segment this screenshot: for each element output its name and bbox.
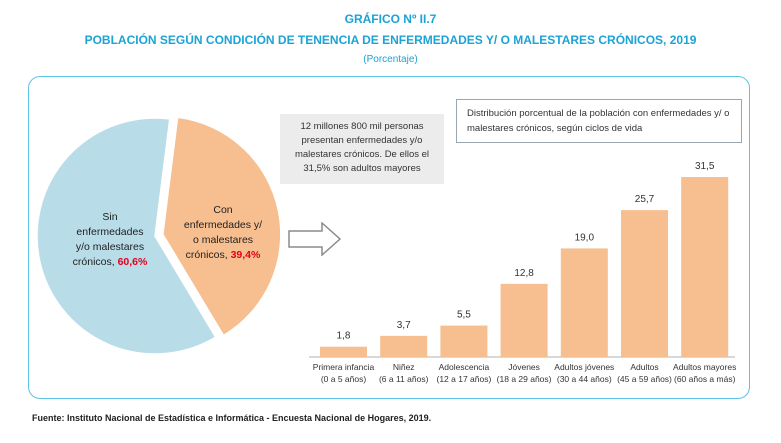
chart-title: POBLACIÓN SEGÚN CONDICIÓN DE TENENCIA DE… bbox=[84, 33, 697, 47]
pie-label-text: crónicos, bbox=[185, 249, 231, 261]
pie-slice-with-group bbox=[162, 116, 282, 337]
bar-value-label: 1,8 bbox=[337, 331, 351, 342]
summary-note: 12 millones 800 mil personas presentan e… bbox=[280, 114, 444, 184]
pie-label-line: crónicos, 60,6% bbox=[50, 255, 170, 270]
pie-label-line: enfermedades bbox=[76, 226, 144, 238]
bar-category-label: (18 a 29 años) bbox=[497, 374, 552, 384]
bar bbox=[560, 248, 608, 357]
pie-label-text: crónicos, bbox=[72, 256, 118, 268]
bar-category-label: Adultos jóvenes bbox=[554, 362, 614, 372]
bar-value-label: 31,5 bbox=[695, 161, 715, 172]
bar-value-label: 19,0 bbox=[575, 232, 595, 243]
bar-category-label: Adultos mayores bbox=[673, 362, 736, 372]
bar-category-label: Primera infancia bbox=[313, 362, 375, 372]
source-note: Fuente: Instituto Nacional de Estadístic… bbox=[32, 413, 432, 423]
pie-label-line: crónicos, 39,4% bbox=[168, 248, 278, 263]
bar bbox=[681, 177, 729, 357]
chart-frame bbox=[28, 76, 750, 399]
bar-category-label: (30 a 44 años) bbox=[557, 374, 612, 384]
arrow-right-icon bbox=[288, 222, 342, 256]
pie-slice-without bbox=[36, 117, 217, 355]
bar-category-label: Niñez bbox=[393, 362, 415, 372]
bar-value-label: 5,5 bbox=[457, 310, 471, 321]
pie-label-line: enfermedades y/ bbox=[183, 219, 263, 231]
bar-category-label: (45 a 59 años) bbox=[617, 374, 672, 384]
pie-label-without: Sin enfermedades y/o malestares crónicos, 6… bbox=[50, 210, 170, 270]
pie-label-with: Con enfermedades y/o malestares crónicos, … bbox=[168, 203, 278, 263]
bar-category-label: (0 a 5 años) bbox=[321, 374, 367, 384]
bar-value-label: 25,7 bbox=[635, 194, 655, 205]
bar bbox=[621, 210, 668, 357]
pie-value-label: 39,4% bbox=[230, 249, 261, 261]
pie-label-line: o malestares bbox=[192, 234, 254, 246]
distribution-caption: Distribución porcentual de la población … bbox=[456, 99, 742, 143]
bar-category-label: (6 a 11 años) bbox=[379, 374, 429, 384]
bar bbox=[500, 283, 548, 357]
pie-label-line: Sin bbox=[102, 211, 118, 223]
bar-category-label: Adolescencia bbox=[439, 362, 490, 372]
bar bbox=[440, 325, 488, 357]
bar-category-label: (60 años a más) bbox=[674, 374, 736, 384]
pie-slice-with bbox=[162, 116, 282, 337]
bar-category-label: (12 a 17 años) bbox=[436, 374, 491, 384]
bar-category-label: Jóvenes bbox=[508, 362, 540, 372]
bar-value-label: 12,8 bbox=[514, 268, 534, 279]
pie-label-line: y/o malestares bbox=[75, 241, 145, 253]
pie-value-label: 60,6% bbox=[117, 256, 148, 268]
chart-unit: (Porcentaje) bbox=[363, 54, 418, 65]
chart-number: GRÁFICO Nº II.7 bbox=[344, 12, 437, 26]
bar bbox=[320, 346, 367, 357]
bar-category-label: Adultos bbox=[630, 362, 658, 372]
bar-value-label: 3,7 bbox=[397, 320, 411, 331]
bar bbox=[380, 335, 428, 357]
pie-label-line: Con bbox=[213, 204, 233, 216]
